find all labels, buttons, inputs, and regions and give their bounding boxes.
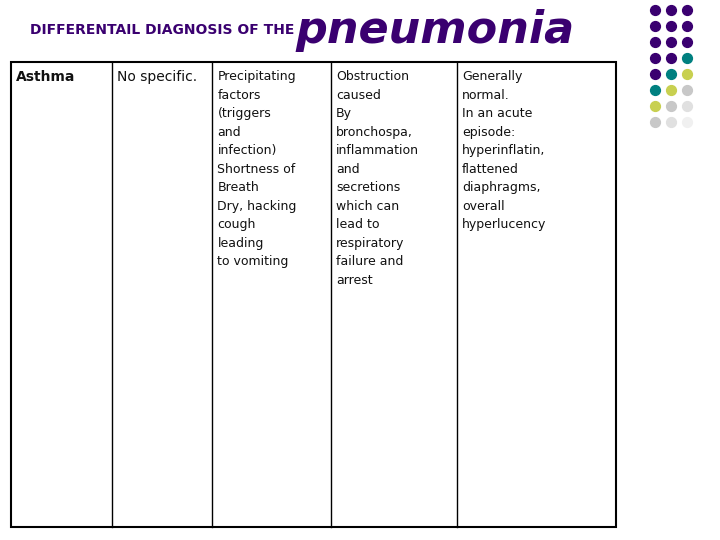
Text: Asthma: Asthma bbox=[16, 70, 75, 84]
Text: No specific.: No specific. bbox=[117, 70, 197, 84]
Text: Precipitating
factors
(triggers
and
infection)
Shortness of
Breath
Dry, hacking
: Precipitating factors (triggers and infe… bbox=[217, 70, 297, 268]
Point bbox=[649, 86, 661, 94]
Point bbox=[665, 70, 677, 78]
Bar bbox=[11, 62, 616, 526]
Point bbox=[649, 22, 661, 30]
Point bbox=[681, 38, 693, 46]
Point bbox=[665, 22, 677, 30]
Point bbox=[681, 53, 693, 62]
Point bbox=[649, 53, 661, 62]
Point bbox=[681, 118, 693, 126]
Point bbox=[665, 38, 677, 46]
Point bbox=[649, 38, 661, 46]
Point bbox=[649, 102, 661, 110]
Text: pneumonia: pneumonia bbox=[295, 9, 574, 51]
Text: Generally
normal.
In an acute
episode:
hyperinflatin,
flattened
diaphragms,
over: Generally normal. In an acute episode: h… bbox=[462, 70, 546, 231]
Point bbox=[681, 22, 693, 30]
Point bbox=[681, 70, 693, 78]
Point bbox=[665, 118, 677, 126]
Point bbox=[665, 6, 677, 15]
Point bbox=[649, 6, 661, 15]
Point bbox=[681, 102, 693, 110]
Text: Obstruction
caused
By
bronchospa,
inflammation
and
secretions
which can
lead to
: Obstruction caused By bronchospa, inflam… bbox=[336, 70, 419, 287]
Point bbox=[681, 86, 693, 94]
Point bbox=[649, 118, 661, 126]
Point bbox=[665, 102, 677, 110]
Point bbox=[681, 6, 693, 15]
Text: DIFFERENTAIL DIAGNOSIS OF THE: DIFFERENTAIL DIAGNOSIS OF THE bbox=[30, 23, 294, 37]
Point bbox=[649, 70, 661, 78]
Point bbox=[665, 53, 677, 62]
Point bbox=[665, 86, 677, 94]
